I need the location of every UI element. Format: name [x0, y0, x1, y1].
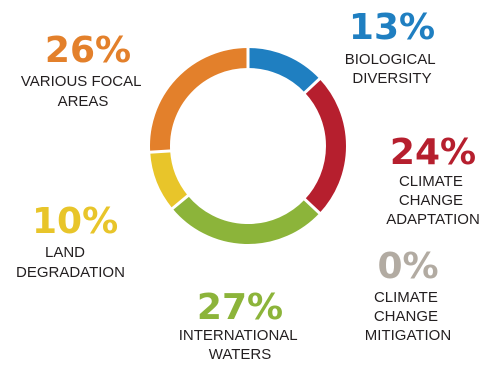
- value-label-biological-diversity: 13%: [349, 7, 435, 48]
- callout-biological-diversity: 13% BIOLOGICAL DIVERSITY: [345, 7, 439, 87]
- callout-international-waters: 27% INTERNATIONAL WATERS: [179, 287, 302, 363]
- slice-label-climate-change-mitigation: CLIMATE CHANGE MITIGATION: [365, 289, 451, 344]
- slice-label-climate-change-adaptation: CLIMATE CHANGE ADAPTATION: [386, 173, 480, 228]
- callout-climate-change-adaptation: 24% CLIMATE CHANGE ADAPTATION: [386, 132, 480, 228]
- value-label-various-focal-areas: 26%: [45, 30, 131, 71]
- donut-slice-biological-diversity: [247, 48, 320, 93]
- slice-label-various-focal-areas: VARIOUS FOCAL AREAS: [21, 73, 145, 110]
- slice-separator-various-focal-areas: [149, 149, 172, 154]
- slice-separator-international-waters: [303, 197, 322, 215]
- donut-slice-land-degradation: [150, 150, 189, 209]
- callout-various-focal-areas: 26% VARIOUS FOCAL AREAS: [21, 30, 145, 110]
- slice-label-international-waters: INTERNATIONAL WATERS: [179, 327, 302, 363]
- donut-slice-international-waters: [172, 195, 320, 244]
- value-label-international-waters: 27%: [197, 287, 283, 328]
- value-label-climate-change-mitigation: 0%: [377, 246, 438, 287]
- slice-separator-land-degradation: [170, 193, 190, 211]
- slice-label-land-degradation: LAND DEGRADATION: [16, 244, 125, 281]
- slice-separator-climate-change-adaptation: [303, 77, 322, 95]
- donut-slice-climate-change-adaptation: [304, 78, 346, 214]
- value-label-climate-change-adaptation: 24%: [390, 132, 476, 173]
- donut-slices: [149, 47, 346, 244]
- donut-slice-various-focal-areas: [150, 48, 249, 153]
- callout-climate-change-mitigation: 0% CLIMATE CHANGE MITIGATION: [365, 246, 451, 344]
- slice-label-biological-diversity: BIOLOGICAL DIVERSITY: [345, 51, 439, 87]
- value-label-land-degradation: 10%: [32, 201, 118, 242]
- callout-land-degradation: 10% LAND DEGRADATION: [16, 201, 125, 281]
